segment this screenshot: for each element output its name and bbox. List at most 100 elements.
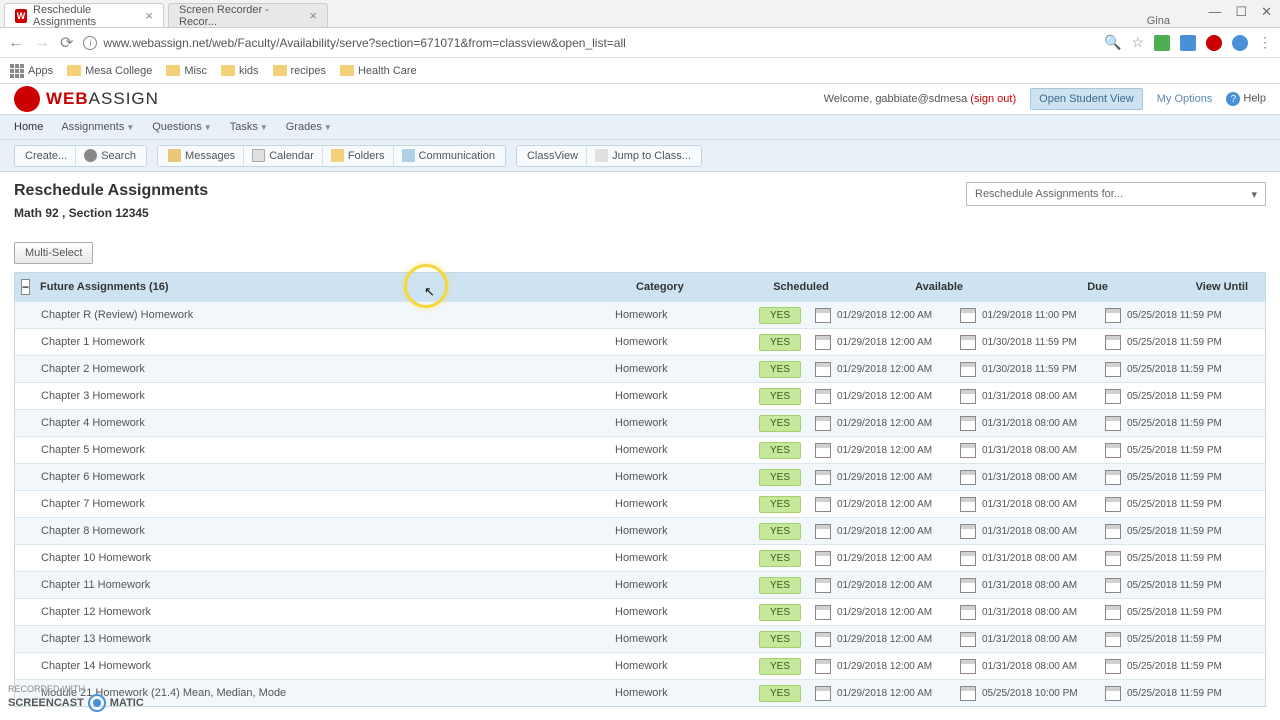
- due-cell[interactable]: 01/31/2018 08:00 AM: [960, 497, 1105, 512]
- bookmark-item[interactable]: recipes: [273, 65, 326, 77]
- view-until-cell[interactable]: 05/25/2018 11:59 PM: [1105, 605, 1245, 620]
- calendar-icon[interactable]: [815, 497, 831, 512]
- assignment-name[interactable]: Chapter 13 Homework: [15, 633, 615, 645]
- calendar-icon[interactable]: [1105, 551, 1121, 566]
- calendar-icon[interactable]: [815, 686, 831, 701]
- browser-tab-inactive[interactable]: Screen Recorder - Recor... ×: [168, 3, 328, 27]
- extension-icon[interactable]: [1154, 35, 1170, 51]
- calendar-icon[interactable]: [960, 470, 976, 485]
- view-until-cell[interactable]: 05/25/2018 11:59 PM: [1105, 443, 1245, 458]
- available-cell[interactable]: 01/29/2018 12:00 AM: [815, 632, 960, 647]
- calendar-icon[interactable]: [1105, 497, 1121, 512]
- close-icon[interactable]: ×: [145, 8, 153, 23]
- assignment-name[interactable]: Chapter 12 Homework: [15, 606, 615, 618]
- table-row[interactable]: Chapter 11 HomeworkHomeworkYES01/29/2018…: [15, 571, 1265, 598]
- calendar-icon[interactable]: [960, 686, 976, 701]
- table-row[interactable]: Chapter 2 HomeworkHomeworkYES01/29/2018 …: [15, 355, 1265, 382]
- calendar-icon[interactable]: [1105, 389, 1121, 404]
- calendar-icon[interactable]: [960, 416, 976, 431]
- assignment-name[interactable]: Chapter 6 Homework: [15, 471, 615, 483]
- calendar-icon[interactable]: [960, 335, 976, 350]
- available-cell[interactable]: 01/29/2018 12:00 AM: [815, 659, 960, 674]
- calendar-icon[interactable]: [815, 524, 831, 539]
- table-row[interactable]: Chapter 7 HomeworkHomeworkYES01/29/2018 …: [15, 490, 1265, 517]
- calendar-icon[interactable]: [815, 578, 831, 593]
- calendar-icon[interactable]: [815, 605, 831, 620]
- calendar-icon[interactable]: [815, 470, 831, 485]
- nav-home[interactable]: Home: [14, 121, 43, 133]
- available-cell[interactable]: 01/29/2018 12:00 AM: [815, 605, 960, 620]
- collapse-toggle-icon[interactable]: −: [21, 279, 30, 295]
- view-until-cell[interactable]: 05/25/2018 11:59 PM: [1105, 335, 1245, 350]
- help-link[interactable]: ?Help: [1226, 92, 1266, 106]
- table-row[interactable]: Chapter 14 HomeworkHomeworkYES01/29/2018…: [15, 652, 1265, 679]
- search-in-page-icon[interactable]: 🔍: [1104, 34, 1121, 51]
- reload-icon[interactable]: ⟳: [60, 33, 73, 53]
- calendar-icon[interactable]: [960, 524, 976, 539]
- back-icon[interactable]: ←: [8, 34, 24, 52]
- col-future-assignments[interactable]: Future Assignments (16): [36, 281, 636, 293]
- assignment-name[interactable]: Chapter 11 Homework: [15, 579, 615, 591]
- scheduled-badge[interactable]: YES: [759, 658, 801, 675]
- view-until-cell[interactable]: 05/25/2018 11:59 PM: [1105, 497, 1245, 512]
- browser-tab-active[interactable]: W Reschedule Assignments ×: [4, 3, 164, 27]
- due-cell[interactable]: 01/29/2018 11:00 PM: [960, 308, 1105, 323]
- due-cell[interactable]: 01/30/2018 11:59 PM: [960, 362, 1105, 377]
- open-student-view-button[interactable]: Open Student View: [1030, 88, 1143, 110]
- assignment-name[interactable]: Chapter 8 Homework: [15, 525, 615, 537]
- calendar-icon[interactable]: [1105, 524, 1121, 539]
- view-until-cell[interactable]: 05/25/2018 11:59 PM: [1105, 659, 1245, 674]
- due-cell[interactable]: 01/31/2018 08:00 AM: [960, 632, 1105, 647]
- available-cell[interactable]: 01/29/2018 12:00 AM: [815, 686, 960, 701]
- scheduled-badge[interactable]: YES: [759, 604, 801, 621]
- due-cell[interactable]: 01/31/2018 08:00 AM: [960, 389, 1105, 404]
- browser-profile-name[interactable]: Gina: [1147, 15, 1170, 27]
- site-info-icon[interactable]: i: [83, 36, 97, 50]
- table-row[interactable]: Chapter 1 HomeworkHomeworkYES01/29/2018 …: [15, 328, 1265, 355]
- assignment-name[interactable]: Chapter 14 Homework: [15, 660, 615, 672]
- bookmark-star-icon[interactable]: ☆: [1131, 34, 1144, 51]
- calendar-icon[interactable]: [1105, 578, 1121, 593]
- available-cell[interactable]: 01/29/2018 12:00 AM: [815, 470, 960, 485]
- calendar-icon[interactable]: [960, 578, 976, 593]
- due-cell[interactable]: 01/31/2018 08:00 AM: [960, 470, 1105, 485]
- available-cell[interactable]: 01/29/2018 12:00 AM: [815, 389, 960, 404]
- calendar-icon[interactable]: [960, 308, 976, 323]
- calendar-icon[interactable]: [1105, 308, 1121, 323]
- table-row[interactable]: Chapter 10 HomeworkHomeworkYES01/29/2018…: [15, 544, 1265, 571]
- create-button[interactable]: Create...: [17, 146, 76, 166]
- available-cell[interactable]: 01/29/2018 12:00 AM: [815, 578, 960, 593]
- calendar-icon[interactable]: [1105, 632, 1121, 647]
- calendar-icon[interactable]: [815, 335, 831, 350]
- table-row[interactable]: Chapter 13 HomeworkHomeworkYES01/29/2018…: [15, 625, 1265, 652]
- available-cell[interactable]: 01/29/2018 12:00 AM: [815, 362, 960, 377]
- calendar-icon[interactable]: [1105, 416, 1121, 431]
- scheduled-badge[interactable]: YES: [759, 388, 801, 405]
- calendar-icon[interactable]: [1105, 686, 1121, 701]
- calendar-icon[interactable]: [960, 443, 976, 458]
- bookmark-item[interactable]: Health Care: [340, 65, 417, 77]
- assignment-name[interactable]: Chapter R (Review) Homework: [15, 309, 615, 321]
- reschedule-for-dropdown[interactable]: Reschedule Assignments for... ▾: [966, 182, 1266, 206]
- calendar-icon[interactable]: [1105, 605, 1121, 620]
- scheduled-badge[interactable]: YES: [759, 523, 801, 540]
- extension-icon[interactable]: [1206, 35, 1222, 51]
- table-row[interactable]: Chapter 12 HomeworkHomeworkYES01/29/2018…: [15, 598, 1265, 625]
- due-cell[interactable]: 01/31/2018 08:00 AM: [960, 578, 1105, 593]
- apps-shortcut[interactable]: Apps: [10, 64, 53, 78]
- calendar-icon[interactable]: [1105, 470, 1121, 485]
- table-row[interactable]: Chapter 6 HomeworkHomeworkYES01/29/2018 …: [15, 463, 1265, 490]
- calendar-icon[interactable]: [815, 443, 831, 458]
- logo[interactable]: WEBASSIGN: [14, 86, 159, 112]
- my-options-link[interactable]: My Options: [1157, 93, 1213, 105]
- assignment-name[interactable]: Chapter 7 Homework: [15, 498, 615, 510]
- multi-select-button[interactable]: Multi-Select: [14, 242, 93, 264]
- extension-icon[interactable]: [1180, 35, 1196, 51]
- scheduled-badge[interactable]: YES: [759, 361, 801, 378]
- assignment-name[interactable]: Chapter 1 Homework: [15, 336, 615, 348]
- due-cell[interactable]: 01/31/2018 08:00 AM: [960, 524, 1105, 539]
- calendar-icon[interactable]: [960, 551, 976, 566]
- scheduled-badge[interactable]: YES: [759, 577, 801, 594]
- calendar-icon[interactable]: [1105, 659, 1121, 674]
- available-cell[interactable]: 01/29/2018 12:00 AM: [815, 524, 960, 539]
